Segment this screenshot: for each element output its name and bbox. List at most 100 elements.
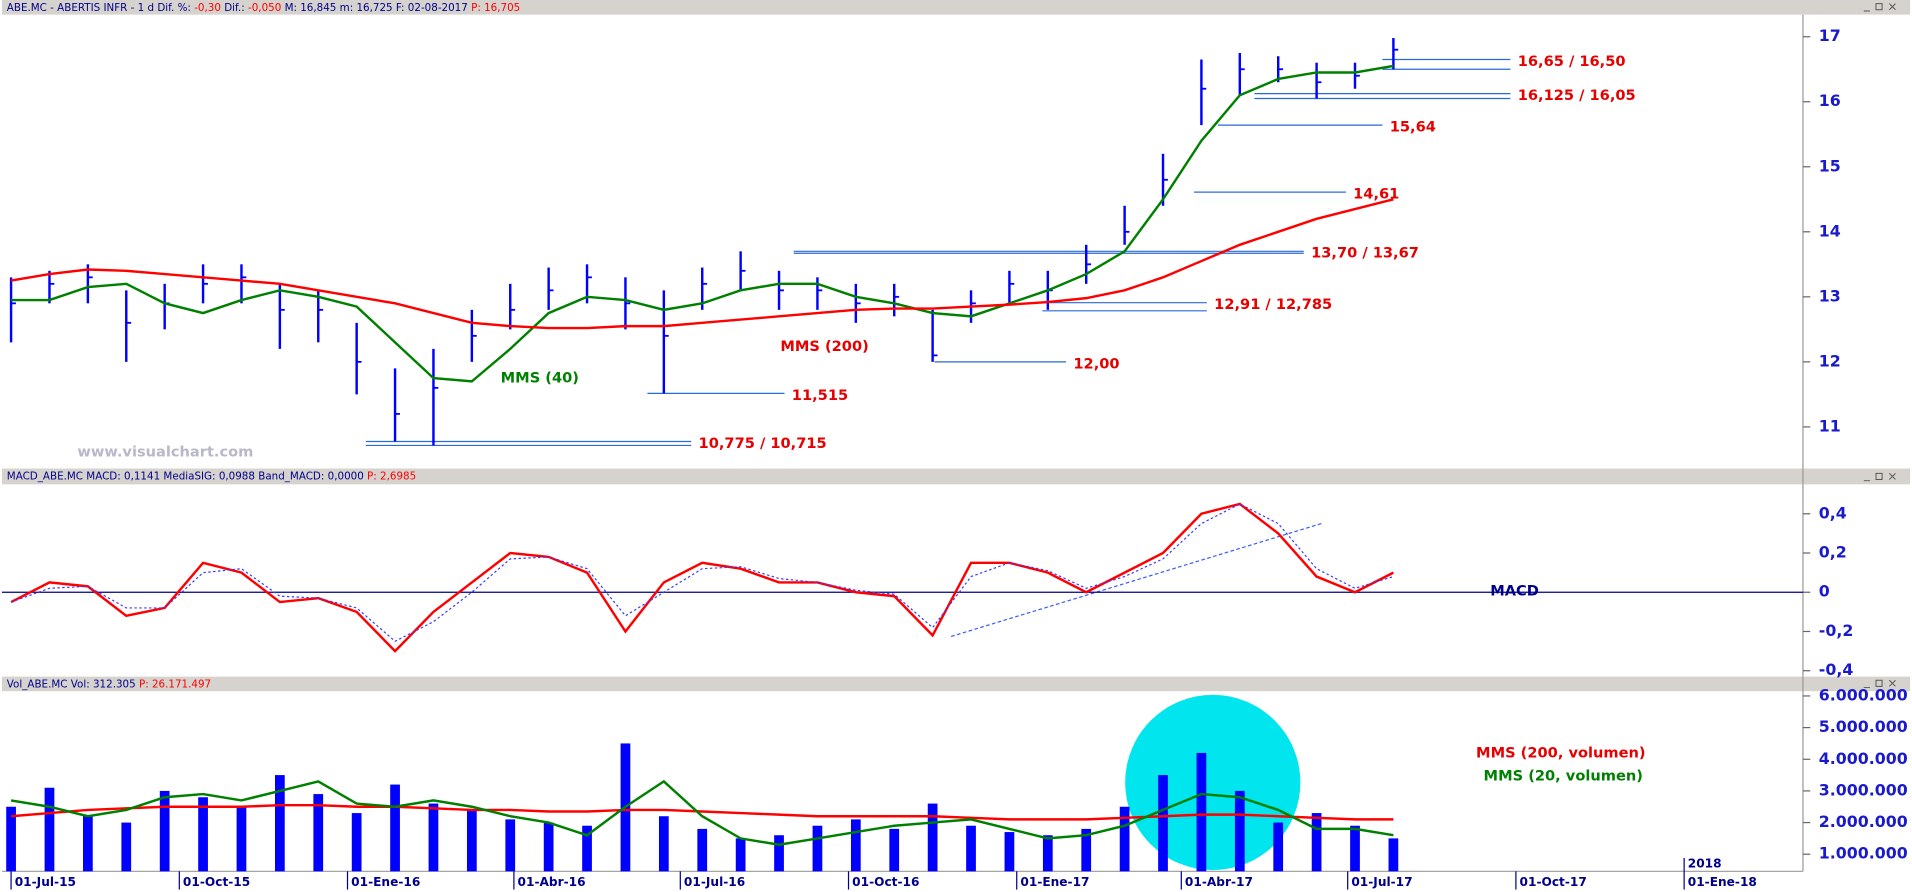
y-tick-label: 13: [1819, 286, 1841, 305]
x-tick-label: 01-Ene-18: [1688, 875, 1757, 889]
volume-bar: [1234, 790, 1245, 872]
volume-bar: [1081, 828, 1092, 872]
trend-line: [950, 522, 1323, 638]
panel-header: ABE.MC - ABERTIS INFR - 1 d Dif. %: -0,3…: [7, 2, 520, 14]
level-label: 10,775 / 10,715: [699, 435, 827, 452]
volume-bar: [658, 816, 669, 872]
year-label: 2018: [1688, 857, 1722, 871]
volume-bar: [466, 809, 477, 872]
volume-bar: [889, 828, 900, 872]
volume-bar: [83, 816, 93, 872]
header-segment: MACD_ABE.MC MACD: 0,1141 MediaSIG: 0,098…: [7, 470, 367, 482]
volume-bar: [774, 835, 784, 872]
legend-entry: MMS (200, volumen): [1476, 744, 1646, 761]
y-tick-label: 0,2: [1819, 543, 1847, 562]
legend-entry: MMS (20, volumen): [1484, 767, 1643, 784]
y-tick-label: 14: [1819, 221, 1841, 240]
x-tick-label: 01-Ene-17: [1020, 875, 1089, 889]
volume-bar: [274, 775, 285, 872]
watermark: www.visualchart.com: [77, 444, 253, 461]
x-tick-label: 01-Ene-16: [351, 875, 420, 889]
series-line: [10, 198, 1394, 330]
x-tick-label: 01-Jul-16: [684, 875, 745, 889]
volume-bar: [1311, 813, 1322, 872]
volume-bar: [1388, 838, 1399, 872]
series-label: MMS (200): [780, 338, 868, 355]
volume-bar: [236, 806, 247, 872]
y-tick-label: 17: [1819, 26, 1841, 45]
volume-bar: [6, 806, 16, 872]
volume-bar: [1350, 825, 1360, 872]
y-tick-label: 1.000.000: [1819, 844, 1908, 863]
level-label: 14,61: [1353, 186, 1399, 203]
series-line: [10, 779, 1394, 846]
y-tick-label: 11: [1819, 416, 1841, 435]
volume-bar: [428, 803, 439, 872]
volume-bar: [1158, 775, 1168, 872]
window-buttons[interactable]: [1863, 3, 1896, 689]
header-segment: ABE.MC - ABERTIS INFR - 1 d Dif. %:: [7, 2, 194, 14]
level-label: 15,64: [1390, 119, 1436, 136]
level-label: 16,125 / 16,05: [1518, 87, 1636, 104]
header-segment: P: 2,6985: [367, 470, 416, 482]
level-label: 13,70 / 13,67: [1311, 245, 1419, 262]
header-segment: Vol_ABE.MC Vol: 312.305: [7, 679, 139, 691]
volume-bar: [1119, 806, 1130, 872]
series-label: MMS (40): [501, 369, 579, 386]
volume-bar: [505, 819, 516, 872]
y-tick-label: -0,4: [1819, 660, 1854, 679]
level-label: 12,00: [1073, 355, 1119, 372]
header-segment: P: 26.171.497: [139, 679, 211, 691]
volume-bar: [121, 822, 132, 872]
y-tick-label: -0,2: [1819, 621, 1854, 640]
highlight-circle: [1125, 694, 1301, 871]
level-label: 12,91 / 12,785: [1214, 296, 1332, 313]
header-segment: P: 16,705: [471, 2, 520, 14]
series-line: [10, 803, 1394, 821]
volume-bar: [582, 825, 592, 872]
x-tick-label: 01-Abr-17: [1185, 875, 1253, 889]
level-label: 11,515: [792, 387, 848, 404]
volume-bar: [159, 790, 170, 872]
header-segment: M: 16,845 m: 16,725 F: 02-08-2017: [281, 2, 471, 14]
header-strip: [1, 468, 1911, 485]
y-tick-label: 0: [1819, 582, 1830, 601]
header-segment: -0,30: [194, 2, 221, 14]
series-line: [10, 502, 1394, 653]
header-segment: -0,050: [248, 2, 281, 14]
y-tick-label: 0,4: [1819, 503, 1847, 522]
y-tick-label: 15: [1819, 156, 1841, 175]
volume-bar: [313, 794, 324, 872]
y-tick-label: 4.000.000: [1819, 749, 1908, 768]
y-tick-label: 5.000.000: [1819, 717, 1908, 736]
volume-bar: [850, 819, 861, 872]
panel-header: Vol_ABE.MC Vol: 312.305 P: 26.171.497: [7, 679, 211, 691]
header-strip: [1, 676, 1911, 692]
volume-bar: [735, 838, 746, 872]
x-tick-label: 01-Jul-17: [1351, 875, 1412, 889]
header-strip: [1, 0, 1911, 15]
volume-bar: [44, 787, 55, 872]
x-tick-label: 01-Oct-16: [852, 875, 919, 889]
volume-bar: [966, 825, 976, 872]
volume-bar: [1042, 835, 1053, 872]
volume-bar: [390, 784, 400, 872]
volume-bar: [697, 828, 708, 872]
y-tick-label: 2.000.000: [1819, 812, 1908, 831]
y-tick-label: 16: [1819, 91, 1841, 110]
level-label: 16,65 / 16,50: [1518, 53, 1626, 70]
x-tick-label: 01-Oct-17: [1520, 875, 1587, 889]
series-line: [11, 64, 1394, 383]
volume-bar: [1273, 822, 1284, 872]
x-tick-label: 01-Abr-16: [518, 875, 586, 889]
volume-bar: [1196, 752, 1207, 872]
header-segment: Dif.:: [221, 2, 248, 14]
volume-bar: [812, 825, 823, 872]
panel-header: MACD_ABE.MC MACD: 0,1141 MediaSIG: 0,098…: [7, 470, 416, 482]
volume-bar: [351, 813, 362, 872]
series-line: [10, 503, 1394, 643]
volume-bar: [927, 803, 938, 872]
volume-bar: [198, 797, 208, 872]
